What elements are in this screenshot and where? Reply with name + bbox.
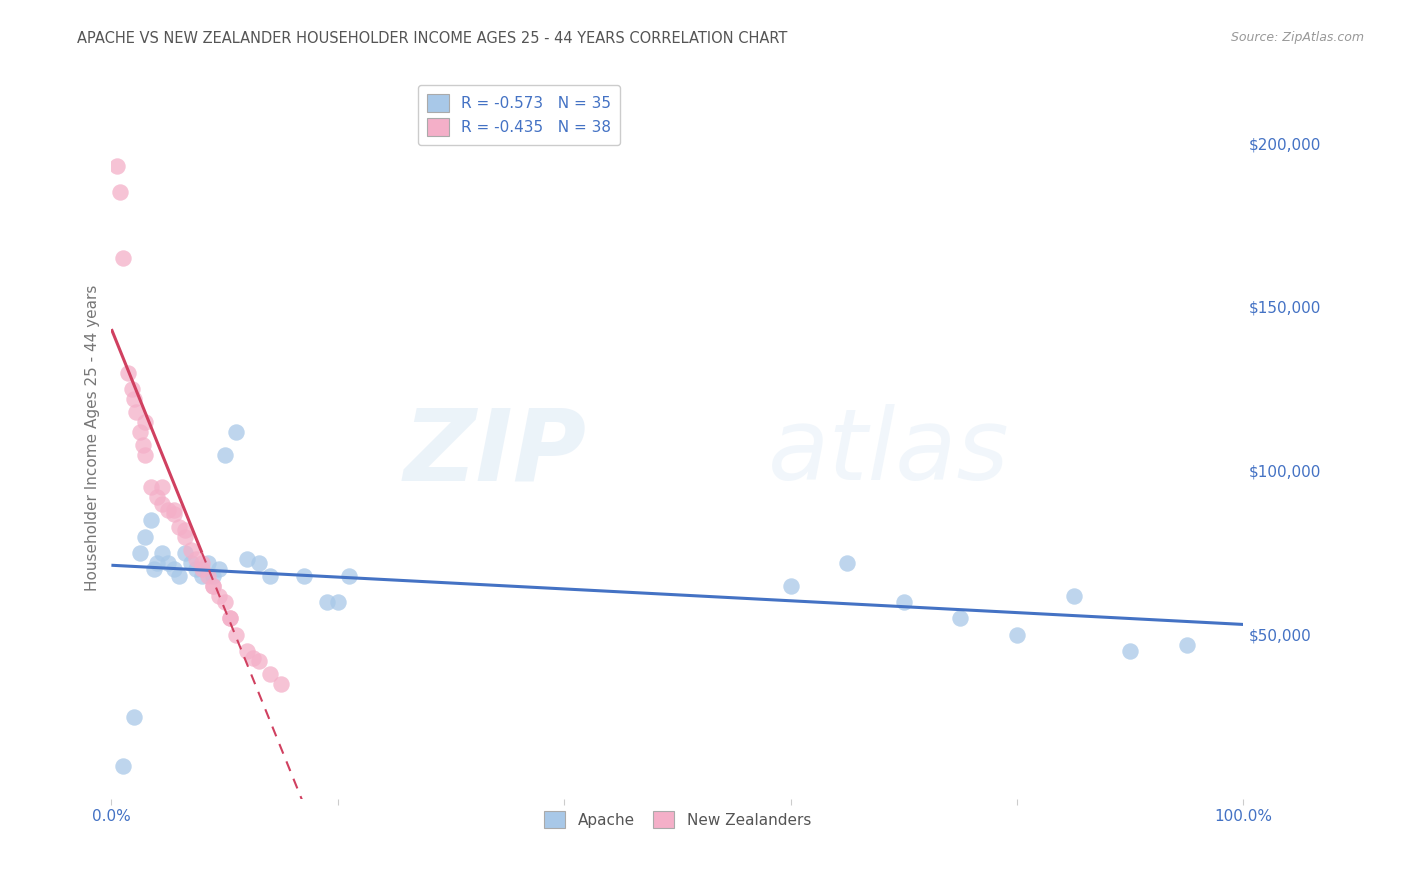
Point bbox=[128, 425, 150, 439]
Point bbox=[163, 503, 186, 517]
Point bbox=[134, 529, 156, 543]
Point bbox=[111, 759, 134, 773]
Point bbox=[110, 185, 132, 199]
Point bbox=[163, 507, 186, 521]
Point bbox=[219, 611, 242, 625]
Point bbox=[202, 579, 225, 593]
Point bbox=[145, 490, 167, 504]
Point bbox=[180, 556, 202, 570]
Point bbox=[247, 654, 270, 668]
Point bbox=[163, 562, 186, 576]
Point bbox=[139, 513, 162, 527]
Point bbox=[105, 159, 128, 173]
Point bbox=[156, 503, 179, 517]
Point bbox=[236, 644, 259, 658]
Y-axis label: Householder Income Ages 25 - 44 years: Householder Income Ages 25 - 44 years bbox=[86, 285, 100, 591]
Point bbox=[169, 519, 191, 533]
Point bbox=[132, 438, 155, 452]
Point bbox=[326, 595, 349, 609]
Point bbox=[121, 382, 143, 396]
Point bbox=[169, 569, 191, 583]
Point bbox=[117, 366, 139, 380]
Point bbox=[122, 710, 145, 724]
Point bbox=[219, 611, 242, 625]
Point bbox=[893, 595, 915, 609]
Point bbox=[315, 595, 337, 609]
Point bbox=[150, 546, 173, 560]
Point bbox=[191, 562, 214, 576]
Point bbox=[225, 628, 247, 642]
Point bbox=[337, 569, 360, 583]
Point bbox=[225, 425, 247, 439]
Point bbox=[208, 562, 231, 576]
Point bbox=[150, 497, 173, 511]
Point bbox=[186, 562, 208, 576]
Point bbox=[1063, 589, 1085, 603]
Point bbox=[197, 569, 219, 583]
Point bbox=[134, 448, 156, 462]
Point bbox=[247, 556, 270, 570]
Point bbox=[174, 523, 197, 537]
Point bbox=[125, 405, 148, 419]
Text: APACHE VS NEW ZEALANDER HOUSEHOLDER INCOME AGES 25 - 44 YEARS CORRELATION CHART: APACHE VS NEW ZEALANDER HOUSEHOLDER INCO… bbox=[77, 31, 787, 46]
Point bbox=[208, 589, 231, 603]
Point bbox=[191, 569, 214, 583]
Point bbox=[134, 415, 156, 429]
Point bbox=[259, 667, 281, 681]
Point bbox=[191, 556, 214, 570]
Legend: Apache, New Zealanders: Apache, New Zealanders bbox=[538, 805, 817, 835]
Point bbox=[156, 556, 179, 570]
Point bbox=[202, 579, 225, 593]
Point bbox=[111, 251, 134, 265]
Point bbox=[779, 579, 801, 593]
Point bbox=[143, 562, 166, 576]
Point bbox=[174, 546, 197, 560]
Point bbox=[270, 677, 292, 691]
Text: atlas: atlas bbox=[768, 404, 1010, 501]
Text: ZIP: ZIP bbox=[404, 404, 586, 501]
Point bbox=[180, 542, 202, 557]
Point bbox=[1175, 638, 1198, 652]
Point bbox=[174, 529, 197, 543]
Point bbox=[949, 611, 972, 625]
Point bbox=[214, 448, 236, 462]
Point bbox=[1005, 628, 1028, 642]
Point bbox=[214, 595, 236, 609]
Point bbox=[128, 546, 150, 560]
Point bbox=[150, 480, 173, 494]
Point bbox=[139, 480, 162, 494]
Point bbox=[186, 552, 208, 566]
Point bbox=[145, 556, 167, 570]
Point bbox=[259, 569, 281, 583]
Point bbox=[236, 552, 259, 566]
Point bbox=[197, 556, 219, 570]
Point bbox=[122, 392, 145, 406]
Point bbox=[202, 569, 225, 583]
Text: Source: ZipAtlas.com: Source: ZipAtlas.com bbox=[1230, 31, 1364, 45]
Point bbox=[292, 569, 315, 583]
Point bbox=[837, 556, 859, 570]
Point bbox=[242, 650, 264, 665]
Point bbox=[1119, 644, 1142, 658]
